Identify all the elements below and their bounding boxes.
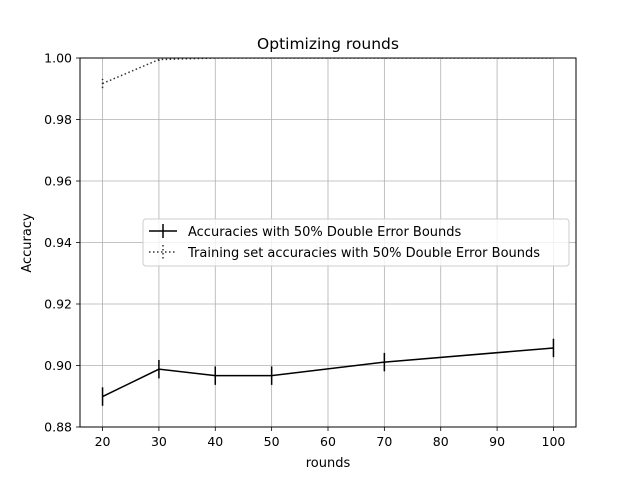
y-tick-label: 0.98 bbox=[44, 112, 72, 127]
legend: Accuracies with 50% Double Error Bounds … bbox=[142, 218, 570, 267]
legend-label-accuracies: Accuracies with 50% Double Error Bounds bbox=[188, 225, 462, 240]
y-tick-label: 1.00 bbox=[44, 51, 72, 66]
series-1 bbox=[101, 58, 554, 89]
legend-box bbox=[142, 218, 570, 267]
y-tick-label: 0.96 bbox=[44, 174, 72, 189]
y-tick-label: 0.94 bbox=[44, 235, 72, 250]
x-axis-label: rounds bbox=[306, 456, 351, 471]
legend-entry-training: Training set accuracies with 50% Double … bbox=[149, 245, 540, 261]
x-tick-label: 90 bbox=[489, 434, 505, 449]
legend-entry-accuracies: Accuracies with 50% Double Error Bounds bbox=[149, 224, 462, 240]
chart-title: Optimizing rounds bbox=[257, 35, 399, 53]
x-tick-label: 50 bbox=[264, 434, 280, 449]
legend-label-training: Training set accuracies with 50% Double … bbox=[187, 246, 540, 261]
series-line bbox=[102, 347, 554, 398]
x-tick-label: 30 bbox=[151, 434, 167, 449]
y-tick-label: 0.92 bbox=[44, 297, 72, 312]
y-tick-label: 0.88 bbox=[44, 420, 72, 435]
x-tick-label: 70 bbox=[376, 434, 392, 449]
x-tick-label: 60 bbox=[320, 434, 336, 449]
y-axis-label: Accuracy bbox=[20, 213, 35, 273]
series-layer bbox=[101, 58, 555, 406]
x-tick-label: 40 bbox=[207, 434, 223, 449]
y-tick-label: 0.90 bbox=[44, 358, 72, 373]
ticks: 20 30 40 50 60 70 80 90 100 0.88 0.90 0.92 0.94 0.96 0… bbox=[44, 51, 565, 450]
x-tick-label: 80 bbox=[433, 434, 449, 449]
x-tick-label: 100 bbox=[542, 434, 566, 449]
series-0 bbox=[101, 338, 555, 406]
x-tick-label: 20 bbox=[95, 434, 111, 449]
